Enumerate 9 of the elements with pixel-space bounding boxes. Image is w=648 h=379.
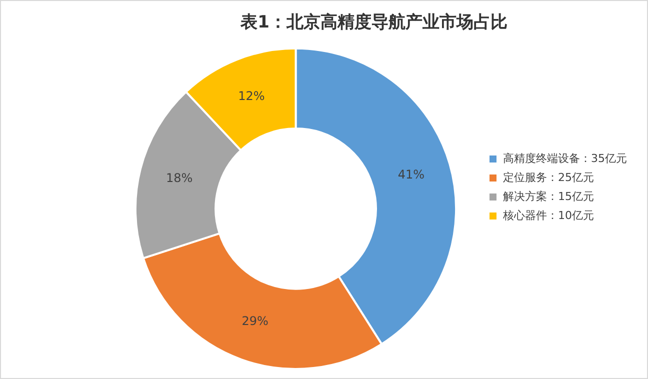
legend-label: 解决方案：15亿元 xyxy=(503,190,594,203)
legend-label: 高精度终端设备：35亿元 xyxy=(503,152,628,165)
legend-label: 核心器件：10亿元 xyxy=(502,208,594,222)
data-label: 18% xyxy=(166,170,193,185)
legend-label: 定位服务：25亿元 xyxy=(503,170,594,184)
data-label: 29% xyxy=(242,314,268,328)
chart-title: 表1：北京高精度导航产业市场占比 xyxy=(240,12,508,33)
data-label: 12% xyxy=(238,89,265,104)
data-label: 41% xyxy=(398,167,425,182)
